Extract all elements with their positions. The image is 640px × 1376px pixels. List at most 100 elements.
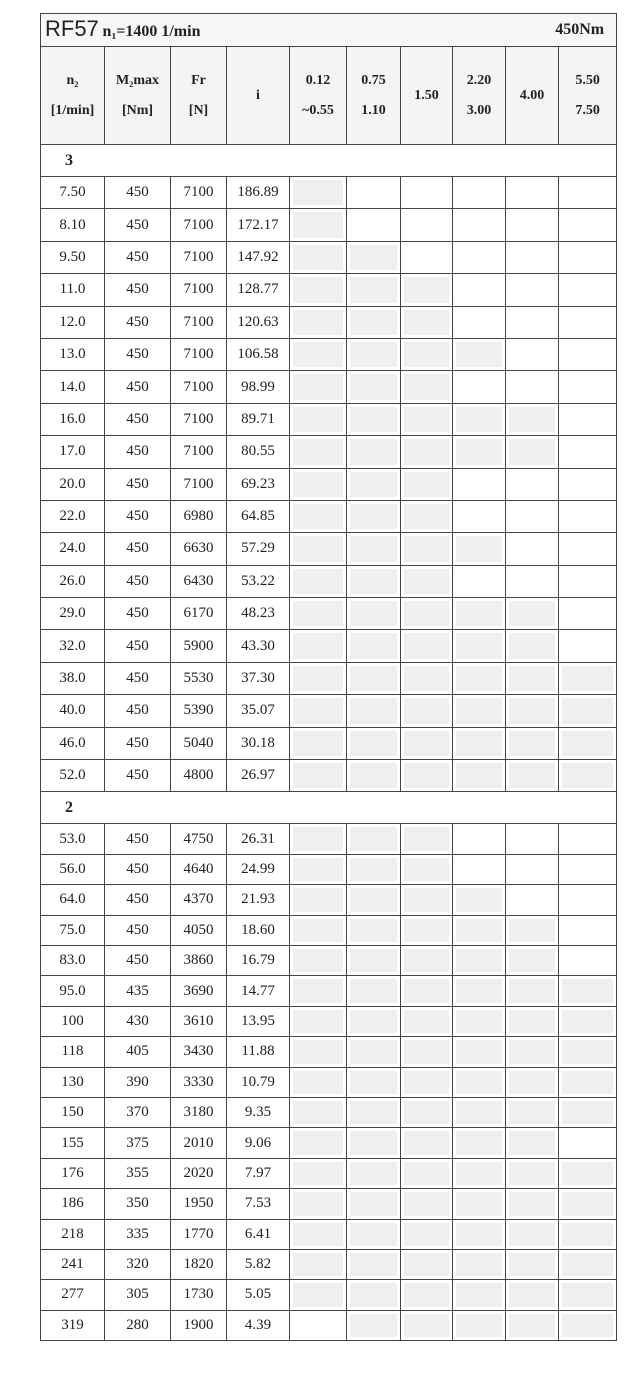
power-cell-shaded [346, 1096, 401, 1129]
power-cell-empty [557, 402, 618, 437]
power-cell-shaded [452, 1309, 506, 1342]
cell-fr: 6170 [170, 597, 227, 631]
cell-i: 18.60 [226, 914, 290, 946]
power-cell-shaded [400, 661, 453, 696]
cell-i: 69.23 [226, 467, 290, 501]
rated-torque: 450Nm [555, 21, 605, 38]
cell-n2: 150 [40, 1096, 105, 1129]
table-row: 40.0 450 5390 35.07 [40, 694, 618, 728]
power-cell-shaded [557, 1309, 618, 1342]
power-cell-shaded [400, 1096, 453, 1129]
power-cell-shaded [400, 853, 453, 886]
table-row: 24.0 450 6630 57.29 [40, 532, 618, 566]
power-cell-empty [452, 240, 506, 275]
column-header-text: 7.50 [575, 102, 600, 118]
power-cell-shaded [452, 759, 506, 793]
column-header-text: 5.50 [575, 72, 600, 88]
power-cell-shaded [289, 884, 347, 916]
power-cell-empty [505, 370, 559, 404]
power-cell-shaded [346, 1036, 401, 1068]
power-cell-shaded [400, 1218, 453, 1250]
power-cell-shaded [346, 1188, 401, 1220]
power-cell-empty [557, 467, 618, 501]
cell-m2: 450 [104, 944, 171, 977]
power-cell-shaded [505, 597, 559, 631]
cell-fr: 2010 [170, 1127, 227, 1159]
cell-i: 6.41 [226, 1218, 290, 1250]
power-cell-shaded [452, 661, 506, 696]
cell-i: 106.58 [226, 337, 290, 372]
power-cell-empty [557, 175, 618, 210]
cell-i: 172.17 [226, 208, 290, 242]
cell-fr: 3430 [170, 1036, 227, 1068]
cell-fr: 7100 [170, 305, 227, 339]
power-cell-shaded [400, 694, 453, 728]
cell-fr: 7100 [170, 240, 227, 275]
power-cell-empty [557, 944, 618, 977]
power-cell-shaded [452, 435, 506, 469]
cell-n2: 32.0 [40, 629, 105, 663]
power-cell-shaded [557, 694, 618, 728]
table-row: 11.0 450 7100 128.77 [40, 273, 618, 307]
cell-i: 26.31 [226, 823, 290, 855]
cell-m2: 355 [104, 1157, 171, 1190]
cell-m2: 370 [104, 1096, 171, 1129]
power-cell-shaded [346, 1248, 401, 1281]
cell-fr: 7100 [170, 370, 227, 404]
power-cell-shaded [505, 661, 559, 696]
cell-m2: 450 [104, 240, 171, 275]
power-cell-shaded [289, 1036, 347, 1068]
cell-i: 7.53 [226, 1188, 290, 1220]
cell-n2: 52.0 [40, 759, 105, 793]
column-header-row: n₂ [1/min] M₂max [Nm] Fr [N] i 0.12 ~0.55 0.75 1.1… [40, 46, 618, 145]
power-cell-shaded [400, 532, 453, 566]
power-cell-empty [557, 597, 618, 631]
power-cell-shaded [289, 944, 347, 977]
power-cell-empty [557, 240, 618, 275]
power-cell-empty [505, 273, 559, 307]
cell-n2: 11.0 [40, 273, 105, 307]
input-speed: n₁=1400 1/min [102, 23, 201, 40]
power-cell-shaded [400, 944, 453, 977]
power-cell-shaded [289, 370, 347, 404]
table-row: 218 335 1770 6.41 [40, 1218, 618, 1250]
cell-i: 26.97 [226, 759, 290, 793]
section-label: 2 [39, 791, 618, 825]
cell-n2: 130 [40, 1066, 105, 1098]
power-cell-shaded [400, 1188, 453, 1220]
power-cell-shaded [557, 1218, 618, 1250]
power-cell-shaded [289, 694, 347, 728]
table-row: 241 320 1820 5.82 [40, 1248, 618, 1281]
cell-fr: 7100 [170, 175, 227, 210]
table-row: 319 280 1900 4.39 [40, 1309, 618, 1342]
power-cell-shaded [505, 1096, 559, 1129]
column-header-text: [Nm] [121, 102, 154, 118]
cell-n2: 7.50 [40, 175, 105, 210]
cell-i: 13.95 [226, 1005, 290, 1038]
power-cell-shaded [289, 975, 347, 1007]
power-cell-shaded [289, 726, 347, 761]
power-cell-shaded [346, 661, 401, 696]
cell-fr: 1900 [170, 1309, 227, 1342]
cell-n2: 20.0 [40, 467, 105, 501]
cell-n2: 16.0 [40, 402, 105, 437]
power-cell-shaded [505, 1309, 559, 1342]
power-cell-empty [452, 499, 506, 534]
power-cell-shaded [452, 975, 506, 1007]
cell-fr: 7100 [170, 435, 227, 469]
power-cell-shaded [400, 597, 453, 631]
column-header-text: 2.20 [466, 72, 492, 88]
power-cell-empty [557, 564, 618, 599]
power-cell-empty [505, 564, 559, 599]
model-name: RF57 [45, 16, 99, 41]
cell-fr: 3690 [170, 975, 227, 1007]
cell-m2: 450 [104, 402, 171, 437]
cell-n2: 118 [40, 1036, 105, 1068]
column-header-text: 1.10 [361, 102, 386, 118]
column-header: 1.50 [400, 46, 453, 145]
power-cell-shaded [557, 1188, 618, 1220]
power-cell-empty [557, 305, 618, 339]
power-cell-shaded [452, 402, 506, 437]
power-cell-shaded [346, 629, 401, 663]
column-header-text: 3.00 [466, 102, 492, 118]
